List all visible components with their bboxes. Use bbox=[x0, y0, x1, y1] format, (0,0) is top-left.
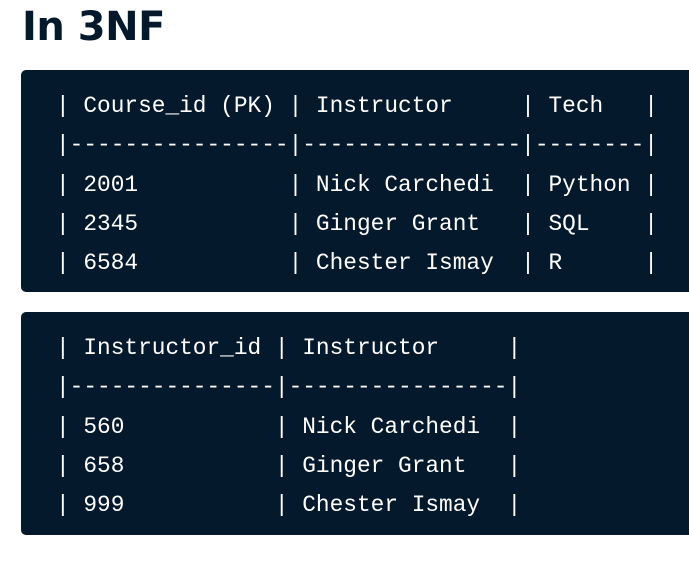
table-header-row: | Instructor_id | Instructor | bbox=[56, 335, 522, 361]
table-row: | 999 | Chester Ismay | bbox=[56, 492, 522, 519]
page-title: In 3NF bbox=[22, 4, 165, 50]
table-separator-row: |----------------|----------------|-----… bbox=[56, 132, 658, 159]
table-row: | 560 | Nick Carchedi | bbox=[56, 413, 522, 440]
table-row: | 6584 | Chester Ismay | R | bbox=[56, 250, 658, 277]
table-separator-row: |---------------|----------------| bbox=[56, 374, 522, 401]
instructor-table-code-block: | Instructor_id | Instructor | |--------… bbox=[21, 312, 689, 535]
table-header-row: | Course_id (PK) | Instructor | Tech | bbox=[56, 93, 658, 119]
table-row: | 2345 | Ginger Grant | SQL | bbox=[56, 210, 658, 237]
table-row: | 658 | Ginger Grant | bbox=[56, 452, 522, 479]
table-row: | 2001 | Nick Carchedi | Python | bbox=[56, 171, 658, 198]
course-table-code-block: | Course_id (PK) | Instructor | Tech | |… bbox=[21, 70, 689, 292]
